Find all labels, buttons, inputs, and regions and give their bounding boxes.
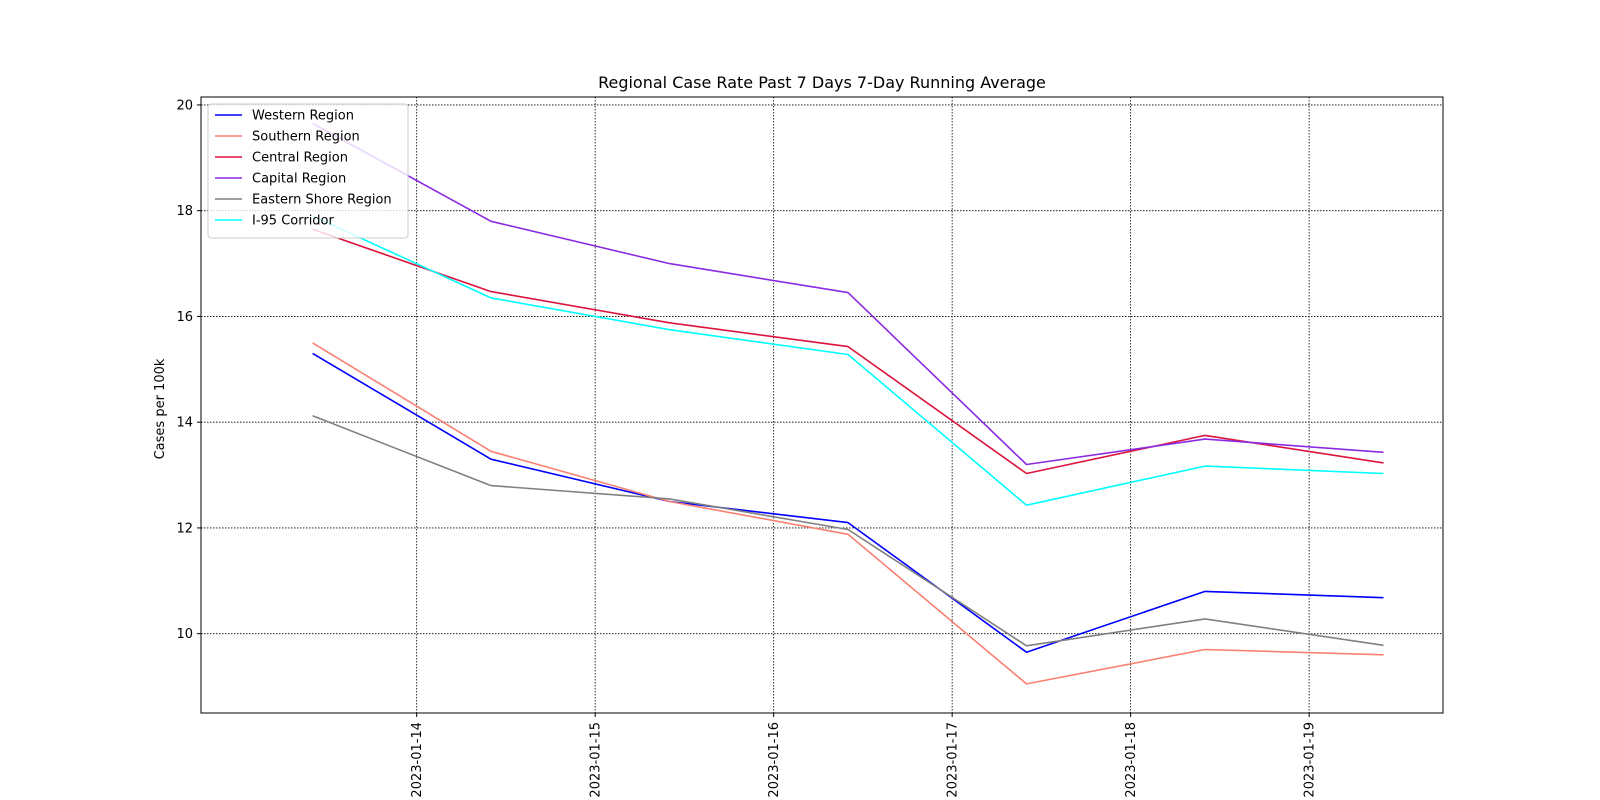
legend-box — [207, 103, 409, 239]
series-line-western-region — [312, 352, 1384, 654]
y-tick-label: 14 — [176, 416, 193, 431]
y-axis-label: Cases per 100k — [153, 358, 168, 459]
y-tick-label: 18 — [176, 204, 193, 219]
x-tick-label: 2023-01-18 — [1124, 722, 1139, 798]
series-line-capital-region — [312, 122, 1384, 466]
legend-label-capital-region: Capital Region — [252, 172, 346, 187]
legend-label-western-region: Western Region — [252, 109, 354, 124]
chart-title: Regional Case Rate Past 7 Days 7-Day Run… — [598, 73, 1046, 92]
y-tick-label: 16 — [176, 310, 193, 325]
y-tick-label: 20 — [176, 98, 193, 113]
plot-frame — [200, 96, 1444, 714]
legend-label-eastern-shore-region: Eastern Shore Region — [252, 193, 392, 208]
x-axis: 2023-01-14 2023-01-15 2023-01-16 2023-01-17… — [410, 713, 1318, 798]
y-axis: 10 12 14 16 18 20 — [176, 98, 201, 642]
legend-label-southern-region: Southern Region — [252, 130, 360, 145]
x-tick-label: 2023-01-15 — [589, 722, 604, 798]
y-tick-label: 12 — [176, 521, 193, 536]
grid — [201, 97, 1443, 713]
x-tick-label: 2023-01-19 — [1303, 722, 1318, 798]
series-line-central-region — [312, 228, 1384, 475]
x-tick-label: 2023-01-16 — [767, 722, 782, 798]
series-line-eastern-shore-region — [312, 415, 1384, 647]
series-line-southern-region — [312, 342, 1384, 685]
y-tick-label: 10 — [176, 627, 193, 642]
x-tick-label: 2023-01-17 — [946, 722, 961, 798]
x-tick-label: 2023-01-14 — [410, 722, 425, 798]
series-lines — [312, 122, 1384, 685]
series-line-i-95-corridor — [312, 215, 1384, 507]
legend-label-central-region: Central Region — [252, 151, 348, 166]
legend: Western Region Southern Region Central Reg… — [207, 103, 409, 239]
legend-label-i-95-corridor: I-95 Corridor — [252, 214, 335, 229]
